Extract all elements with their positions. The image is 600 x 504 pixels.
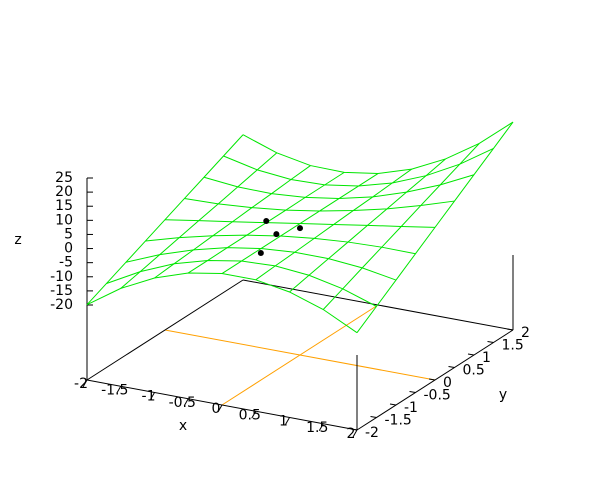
x-axis-label: x [179, 418, 187, 434]
x-tick [352, 429, 358, 438]
data-point [263, 217, 270, 224]
mesh-line [223, 147, 494, 187]
mesh-line [154, 165, 311, 279]
y-tick [448, 366, 455, 368]
mesh-line [221, 173, 379, 274]
mesh-line [356, 121, 514, 334]
mesh-line [203, 174, 475, 200]
z-tick-label: 5 [64, 226, 73, 242]
mesh-line [120, 152, 278, 289]
y-tick [350, 428, 358, 431]
x-tick [150, 392, 155, 400]
border [86, 279, 244, 381]
y-tick [467, 353, 475, 356]
z-tick-label: -5 [59, 255, 73, 271]
x-tick-label: 1.5 [306, 420, 328, 436]
z-tick-label: 25 [55, 170, 73, 186]
y-tick [370, 416, 377, 418]
mesh-line [289, 158, 446, 293]
mesh-line [242, 121, 514, 175]
y-tick-label: -0.5 [424, 388, 451, 404]
y-tick [428, 378, 436, 381]
mesh-line [86, 134, 244, 306]
x-tick [82, 379, 88, 388]
x-tick-label: 2 [347, 426, 356, 442]
mesh-line [184, 197, 455, 212]
mesh-line [322, 143, 480, 310]
z-tick-label: 20 [55, 184, 73, 200]
data-point [273, 231, 280, 238]
y-zero-axis [164, 329, 436, 381]
y-tick-label: -1 [404, 400, 418, 416]
z-tick-label: -15 [50, 283, 73, 299]
z-tick-label: -20 [50, 297, 73, 313]
x-tick [116, 386, 122, 394]
y-tick [506, 328, 514, 331]
x-tick-label: -2 [74, 376, 88, 392]
x-tick [318, 423, 324, 431]
y-tick-label: 2 [521, 325, 530, 341]
x-tick [217, 404, 223, 413]
x-tick [251, 411, 257, 419]
x-tick [285, 417, 290, 425]
z-tick-label: 0 [64, 241, 73, 257]
z-tick-label: -10 [50, 269, 73, 285]
y-axis-label: y [499, 387, 507, 403]
y-tick-label: 0.5 [463, 363, 485, 379]
y-tick [487, 341, 494, 343]
x-tick-label: -1.5 [101, 382, 128, 398]
mesh-line [86, 272, 358, 334]
y-tick-label: 1 [482, 350, 491, 366]
x-tick [183, 398, 189, 406]
x-tick-label: -1 [142, 389, 156, 405]
y-tick [389, 403, 397, 406]
x-tick-label: 0 [212, 401, 221, 417]
y-tick-label: -1.5 [385, 413, 412, 429]
x-tick-label: 0.5 [239, 407, 261, 423]
data-point [257, 249, 264, 256]
mesh-line [106, 259, 377, 307]
z-axis-label: z [14, 232, 21, 248]
y-tick-label: 0 [443, 375, 452, 391]
z-tick-label: 10 [55, 212, 73, 228]
mesh-line [255, 168, 413, 281]
y-tick [409, 391, 416, 393]
y-tick-label: -2 [365, 425, 379, 441]
z-tick-label: 15 [55, 198, 73, 214]
x-tick-label: -0.5 [169, 395, 196, 411]
x-tick-label: 1 [279, 414, 288, 430]
y-tick-label: 1.5 [502, 338, 524, 354]
data-point [297, 225, 303, 232]
